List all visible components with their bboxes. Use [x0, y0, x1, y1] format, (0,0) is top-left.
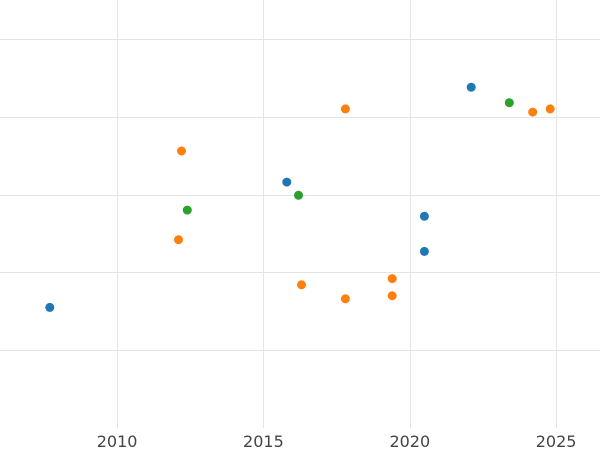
grid — [0, 0, 600, 428]
x-tick-label: 2020 — [389, 432, 430, 450]
data-point — [297, 280, 306, 290]
data-point — [294, 190, 303, 200]
data-point — [340, 104, 350, 114]
data-point — [282, 177, 292, 187]
x-tick-label: 2015 — [243, 432, 284, 450]
data-point — [419, 246, 429, 256]
data-points — [45, 82, 555, 312]
data-point — [45, 302, 55, 312]
x-axis-tick-labels: 2010 2015 2020 2025 — [97, 432, 577, 450]
x-tick-label: 2025 — [536, 432, 577, 450]
data-point — [174, 235, 183, 245]
data-point — [182, 205, 192, 215]
data-point — [387, 291, 397, 301]
x-tick-label: 2010 — [97, 432, 138, 450]
data-point — [340, 294, 350, 304]
data-point — [387, 274, 397, 284]
data-point — [528, 107, 538, 117]
data-point — [504, 98, 514, 108]
data-point — [466, 82, 476, 92]
data-point — [419, 211, 429, 221]
data-point — [545, 104, 555, 114]
data-point — [177, 146, 186, 156]
